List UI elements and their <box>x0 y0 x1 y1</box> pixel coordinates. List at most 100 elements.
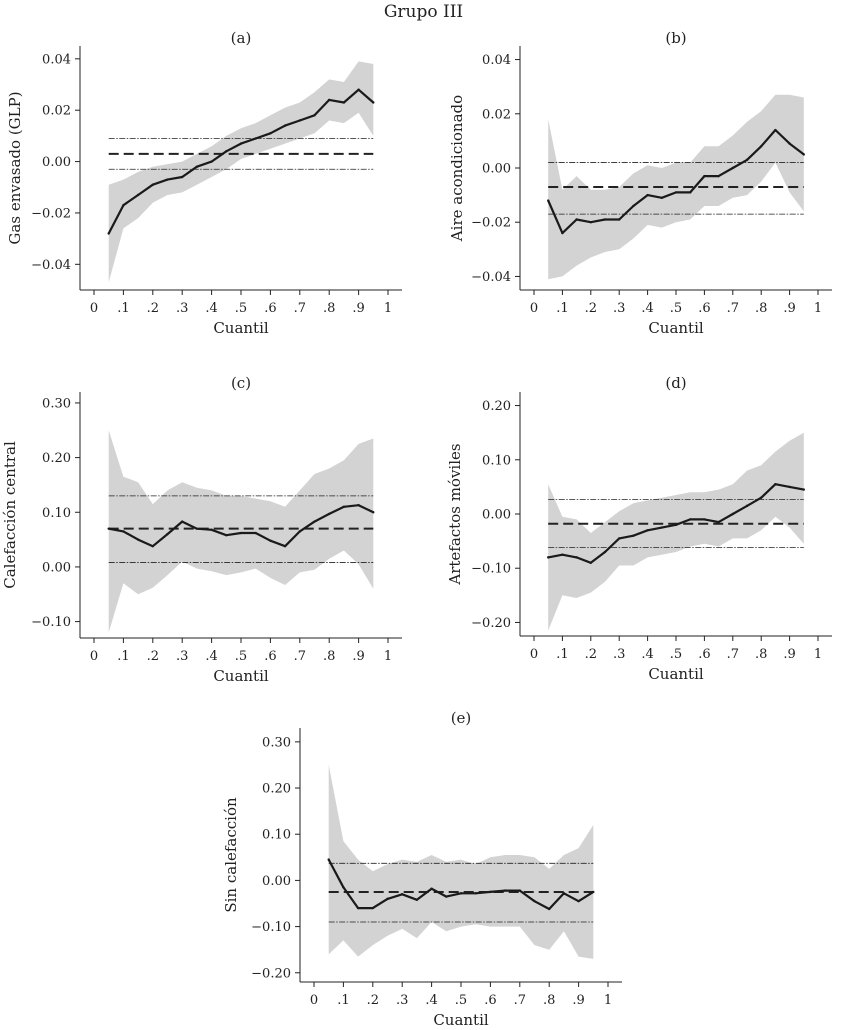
panel-3: (c) q=0.05: 0.070 q=0.1: 0.065 q=0.15: 0.05… <box>1 374 402 685</box>
panel-4-x-tick-label: .5 <box>670 647 682 662</box>
panel-4-estimate-point: q=0.1: −0.075 <box>561 553 564 556</box>
panel-1-label: (a) <box>231 29 252 47</box>
panel-3-y-tick-label: 0.30 <box>42 396 71 411</box>
panel-5-estimate-point: q=0.2: −0.060 <box>371 906 374 910</box>
panel-2-x-tick-label: .7 <box>727 301 739 316</box>
panel-5-estimate-point: q=0.65: −0.022 <box>503 889 507 892</box>
panel-5-estimate-point: q=0.7: −0.022 <box>518 889 521 892</box>
panel-2-estimate-point: q=0.85: 0.014 <box>774 128 777 132</box>
panel-2-estimate-point: q=0.65: −0.003 <box>717 174 720 178</box>
panel-4-estimate-point: q=0.15: −0.080 <box>575 556 578 559</box>
panel-3-x-axis-title: Cuantil <box>213 667 269 685</box>
panel-3-estimate-point: q=0.75: 0.083 <box>313 520 316 523</box>
panel-1-x-tick-label: .2 <box>147 301 159 316</box>
panel-3-estimate-point: q=0.15: 0.050 <box>136 538 140 541</box>
panel-1-estimate-point: q=0.95: 0.023 <box>372 101 375 104</box>
panel-3-x-tick-label: .5 <box>235 649 247 664</box>
panel-4-estimate-point: q=0.2: −0.090 <box>589 561 592 564</box>
panel-3-estimate-point: q=0.5: 0.062 <box>239 531 243 535</box>
panel-3-label: (c) <box>231 374 251 392</box>
panel-4-x-tick-label: 0 <box>530 647 538 662</box>
panel-5-x-tick-label: .1 <box>337 993 349 1008</box>
panel-5-estimate-point: q=0.15: −0.060 <box>356 906 360 910</box>
panel-1-y-tick-label: 0.04 <box>42 52 71 67</box>
panel-5-x-tick-label: .9 <box>572 993 584 1008</box>
panel-4-ci-band <box>548 432 804 631</box>
panel-3-estimate-point: q=0.2: 0.038 <box>151 544 154 548</box>
panel-5-estimate-point: q=0.1: −0.015 <box>342 886 345 889</box>
panel-3-x-tick-label: .9 <box>352 649 364 664</box>
panel-2-x-tick-label: 0 <box>530 301 538 316</box>
panel-1-x-axis-title: Cuantil <box>213 319 269 337</box>
panel-1-estimate-point: q=0.75: 0.018 <box>313 114 316 117</box>
panel-5-x-tick-label: .6 <box>484 993 496 1008</box>
panel-4-x-axis-title: Cuantil <box>648 665 704 683</box>
panel-2-estimate-point: q=0.75: 0.003 <box>745 158 749 162</box>
panel-3-estimate-point: q=0.6: 0.048 <box>269 539 272 542</box>
panel-4-estimate-point: q=0.7: 0.000 <box>731 512 734 516</box>
panel-2-x-tick-label: .5 <box>670 301 682 316</box>
panel-5-y-axis-title: Sin calefacción <box>222 797 240 913</box>
panel-3-estimate-point: q=0.95: 0.100 <box>372 511 375 514</box>
panel-2-estimate-point: q=0.3: −0.019 <box>618 218 621 221</box>
panel-3-x-tick-label: .8 <box>323 649 335 664</box>
panel-3-y-tick-label: −0.10 <box>31 615 71 630</box>
panel-1-x-tick-label: .4 <box>205 301 217 316</box>
panel-4-label: (d) <box>665 374 686 392</box>
panel-5-estimate-point: q=0.25: −0.040 <box>386 897 389 901</box>
panel-5-x-tick-label: .4 <box>425 993 437 1008</box>
panel-4-estimate-point: q=0.75: 0.015 <box>745 504 749 508</box>
panel-5-ci-band <box>328 764 594 959</box>
panel-5-estimate-point: q=0.85: −0.028 <box>562 892 566 895</box>
panel-1-estimate-point: q=0.6: 0.011 <box>269 132 272 135</box>
panel-4-y-tick-label: 0.10 <box>482 453 511 468</box>
panel-1-x-tick-label: .5 <box>235 301 247 316</box>
panel-1-estimate-point: q=0.65: 0.014 <box>283 124 287 127</box>
panel-2-estimate-point: q=0.95: 0.005 <box>802 153 805 156</box>
panel-2-y-tick-label: −0.02 <box>471 216 511 231</box>
panel-5-estimate-point: q=0.35: −0.042 <box>415 898 419 901</box>
panel-5-y-tick-label: −0.10 <box>251 920 291 935</box>
panel-3-estimate-point: q=0.05: 0.070 <box>107 527 110 530</box>
panel-4-y-tick-label: −0.10 <box>471 562 511 577</box>
panel-3-ci-band <box>108 430 374 633</box>
panel-4: (d) q=0.05: −0.080 q=0.1: −0.075 q=0.15: −0… <box>446 374 832 683</box>
panel-1-estimate-point: q=0.3: −0.006 <box>181 175 184 179</box>
panel-4-estimate-point: q=0.55: −0.010 <box>689 518 692 521</box>
panel-3-estimate-point: q=0.85: 0.110 <box>342 505 346 508</box>
panel-1-estimate-point: q=0.8: 0.024 <box>328 98 331 102</box>
panel-4-estimate-point: q=0.9: 0.050 <box>788 485 791 489</box>
panel-1-x-tick-label: 0 <box>90 301 98 316</box>
panel-5-estimate-point: q=0.8: −0.062 <box>548 907 551 911</box>
panel-4-y-tick-label: −0.20 <box>471 616 511 631</box>
panel-5-x-tick-label: .3 <box>396 993 408 1008</box>
panel-5-x-tick-label: 1 <box>604 993 612 1008</box>
panel-1-estimate-point: q=0.45: 0.004 <box>225 150 228 153</box>
panel-4-x-tick-label: .4 <box>641 647 653 662</box>
panel-5-estimate-point: q=0.6: −0.025 <box>489 890 492 894</box>
panel-1-estimate-point: q=0.1: −0.017 <box>122 204 125 207</box>
panel-2-estimate-point: q=0.25: −0.019 <box>603 218 607 221</box>
panel-4-x-tick-label: .9 <box>783 647 795 662</box>
panel-1-estimate-point: q=0.7: 0.016 <box>298 119 301 122</box>
panel-1-y-tick-label: 0.02 <box>42 104 71 119</box>
panel-3-estimate-point: q=0.25: 0.060 <box>166 532 169 536</box>
panel-4-x-tick-label: .7 <box>727 647 739 662</box>
panel-2-estimate-point: q=0.9: 0.009 <box>788 142 791 145</box>
panel-1-x-tick-label: 1 <box>384 301 392 316</box>
panel-2-estimate-point: q=0.7: 0.000 <box>731 166 734 170</box>
panel-1-x-tick-label: .6 <box>264 301 276 316</box>
panel-3-estimate-point: q=0.1: 0.065 <box>122 530 125 533</box>
panel-1-x-tick-label: .7 <box>294 301 306 316</box>
panel-2-estimate-point: q=0.6: −0.003 <box>703 174 706 178</box>
panel-5-estimate-point: q=0.95: −0.025 <box>592 890 595 894</box>
panel-2-estimate-point: q=0.35: −0.014 <box>632 204 635 208</box>
panel-5-y-tick-label: 0.00 <box>262 874 291 889</box>
panel-5-estimate-point: q=0.5: −0.028 <box>459 892 463 895</box>
panel-1-y-axis-title: Gas envasado (GLP) <box>6 91 24 244</box>
panel-3-x-tick-label: .6 <box>264 649 276 664</box>
panel-1-estimate-point: q=0.9: 0.028 <box>357 88 360 91</box>
panel-2: (b) q=0.05: −0.012 q=0.1: −0.024 q=0.15: −0… <box>448 29 832 337</box>
panel-4-x-tick-label: .1 <box>556 647 568 662</box>
